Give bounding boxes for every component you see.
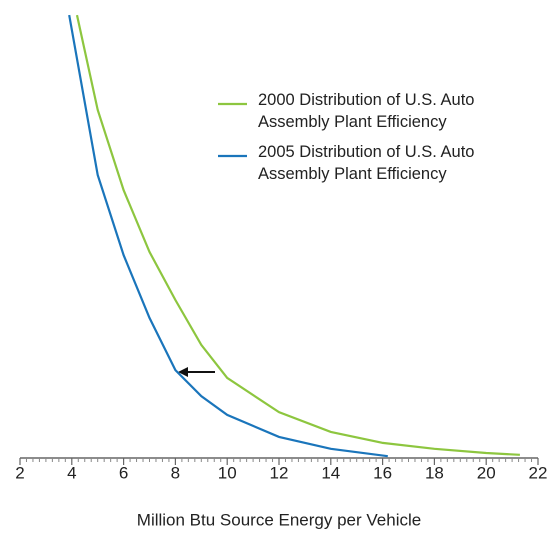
x-tick-label: 20 — [477, 463, 496, 482]
x-tick-label: 18 — [425, 463, 444, 482]
x-tick-label: 4 — [67, 463, 76, 482]
line-series — [75, 14, 520, 456]
legend-label: 2005 Distribution of U.S. Auto Assembly … — [258, 143, 475, 183]
x-tick-label: 8 — [171, 463, 180, 482]
x-tick-label: 14 — [321, 463, 340, 482]
x-axis-label: Million Btu Source Energy per Vehicle — [137, 510, 421, 529]
arrow — [178, 367, 215, 377]
x-tick-label: 6 — [119, 463, 128, 482]
x-tick-label: 22 — [529, 463, 548, 482]
x-tick-label: 16 — [373, 463, 392, 482]
line-series — [68, 14, 388, 458]
x-tick-label: 12 — [270, 463, 289, 482]
x-tick-label: 10 — [218, 463, 237, 482]
x-tick-label: 2 — [15, 463, 24, 482]
legend-label: 2000 Distribution of U.S. Auto Assembly … — [258, 91, 475, 131]
